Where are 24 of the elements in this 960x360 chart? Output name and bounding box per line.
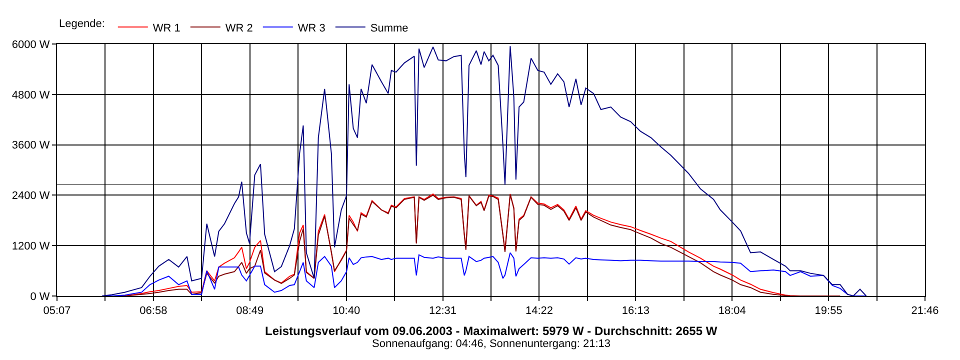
x-tick-label: 14:22 [525, 305, 553, 318]
legend-label: WR 2 [225, 22, 253, 34]
x-tick-label: 18:04 [718, 305, 746, 318]
text: Sonnenaufgang: 04:46, Sonnenuntergang: 21:13 [372, 338, 611, 350]
legend-label: Summe [370, 22, 408, 34]
x-tick-label: 08:49 [236, 305, 264, 318]
legend-label: WR 1 [152, 22, 180, 34]
y-tick-label: 4800 W [12, 89, 50, 102]
x-tick-label: 16:13 [622, 305, 650, 318]
legend-title: Legende: [59, 18, 105, 30]
x-tick-label: 05:07 [43, 305, 71, 318]
x-tick-label: 12:31 [429, 305, 457, 318]
x-tick-label: 21:46 [911, 305, 939, 318]
y-tick-label: 0 W [30, 290, 50, 303]
y-tick-label: 3600 W [12, 140, 50, 152]
y-tick-label: 2400 W [12, 190, 50, 202]
y-tick-label: 1200 W [12, 240, 50, 252]
legend-label: WR 3 [298, 22, 326, 34]
line-series [102, 46, 867, 296]
x-tick-label: 10:40 [332, 305, 360, 318]
text: Leistungsverlauf vom 09.06.2003 - Maximalwert: 5979 W - Durchschnitt: 2655 W [265, 324, 718, 338]
y-tick-label: 6000 W [12, 38, 50, 51]
x-tick-label: 19:55 [814, 305, 842, 318]
x-tick-label: 06:58 [140, 305, 168, 318]
